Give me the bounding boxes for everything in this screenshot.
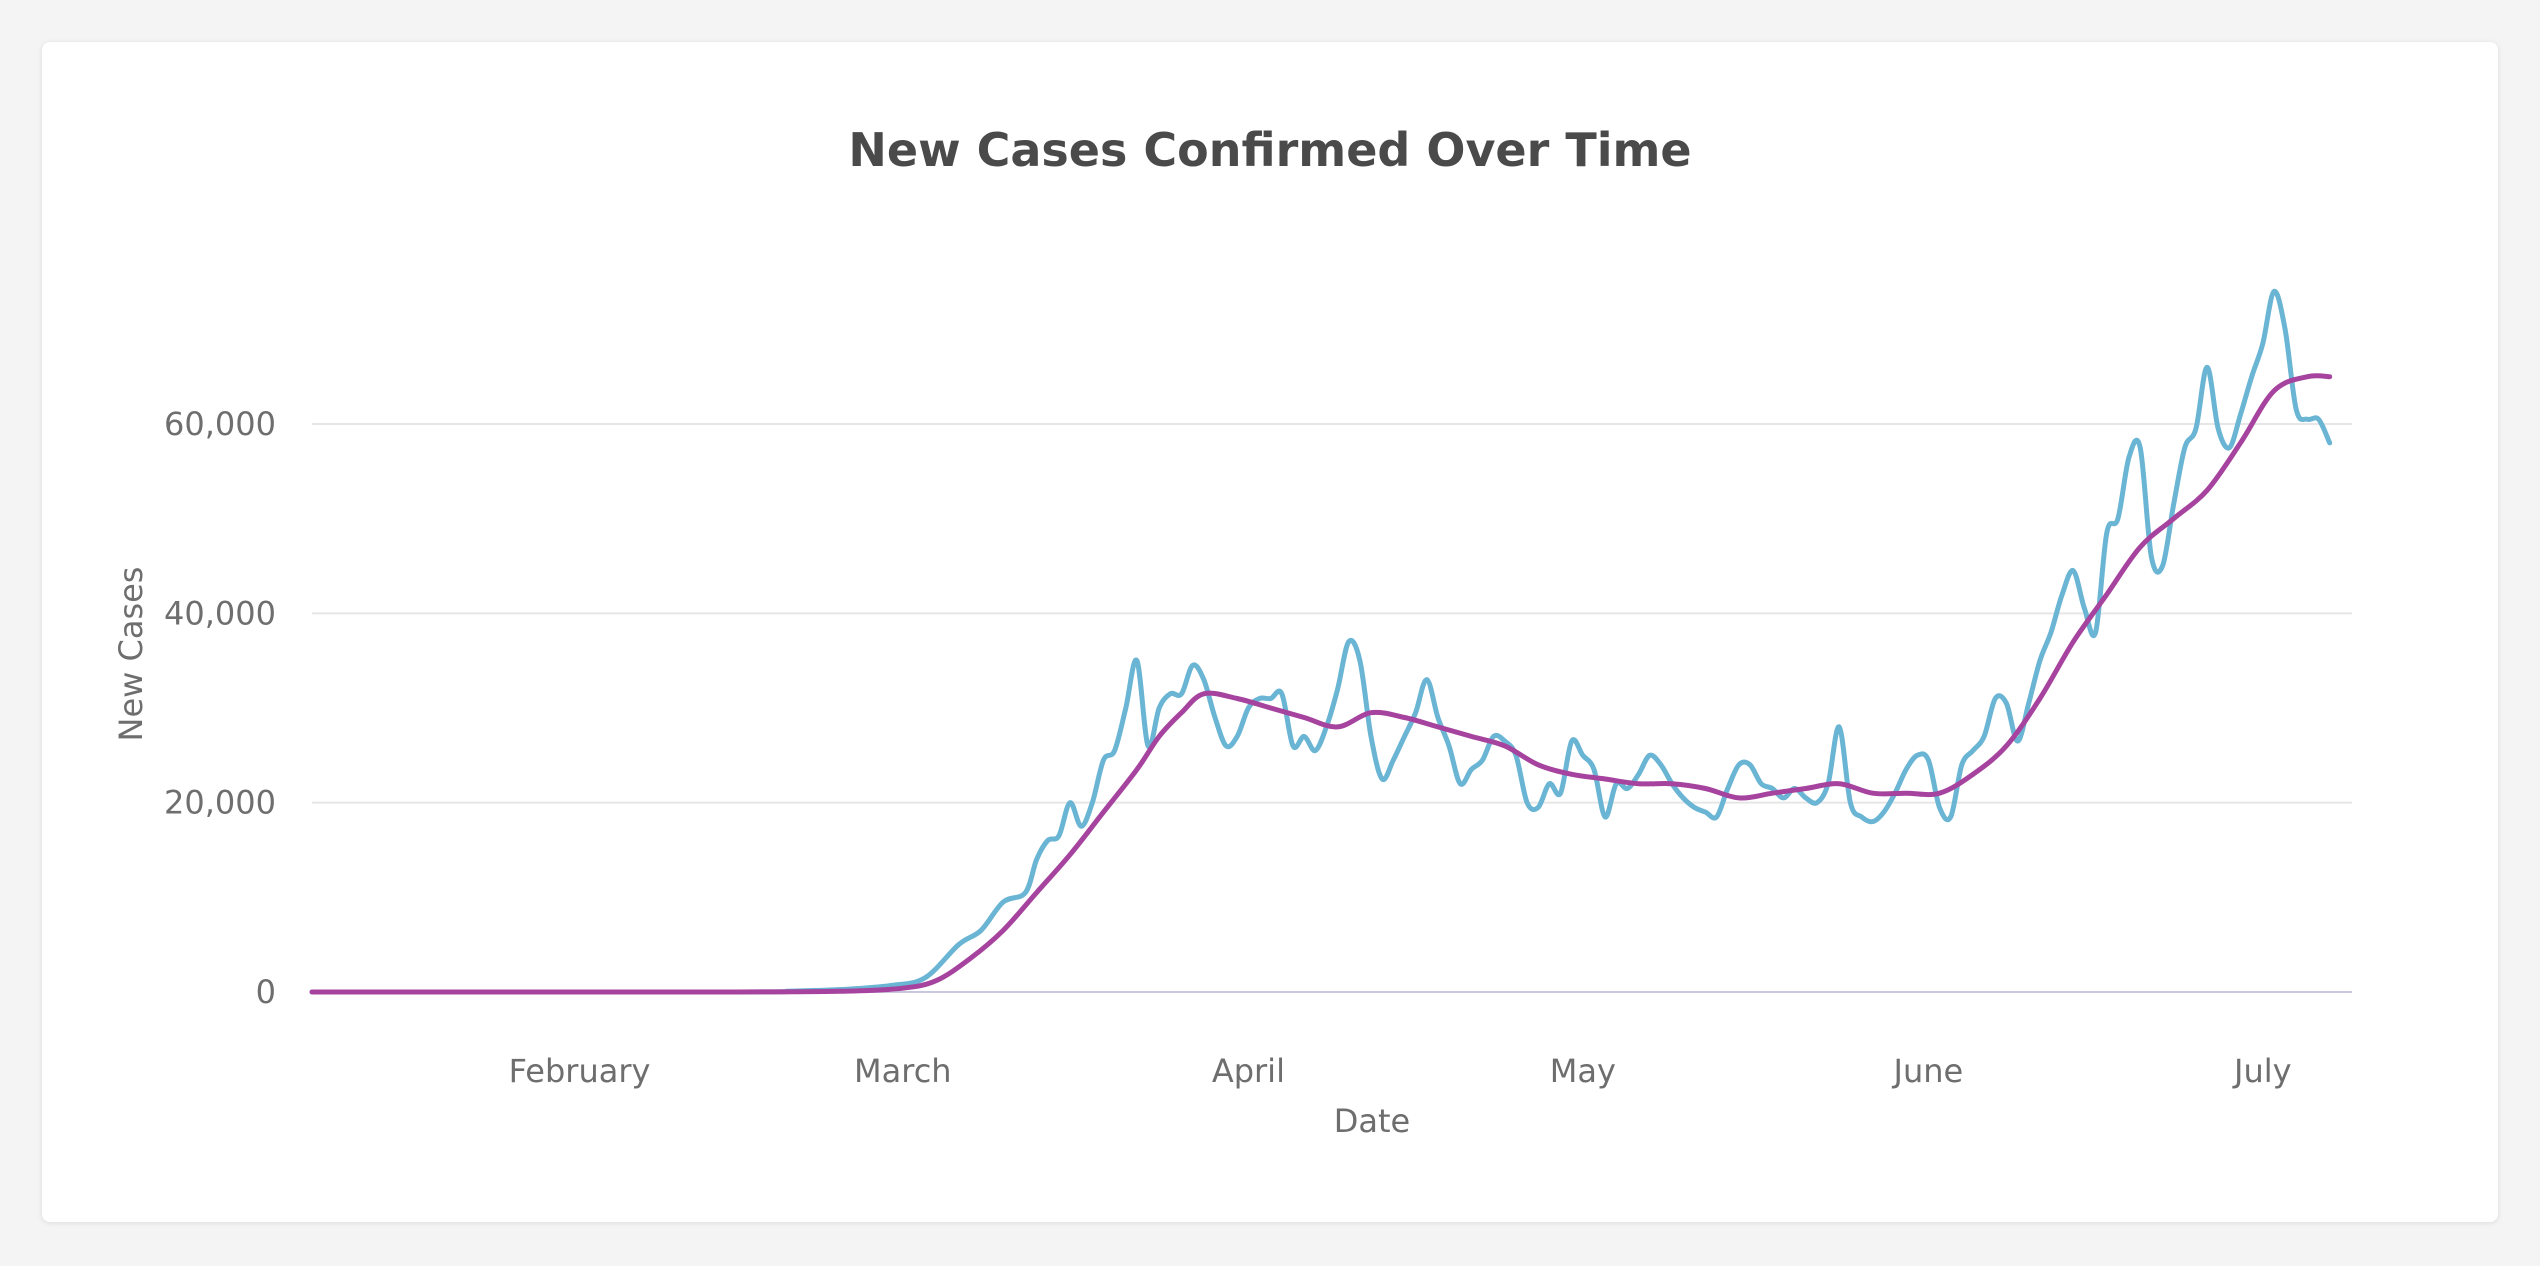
line-chart: New Cases Confirmed Over Time 0 20,000 40,… — [112, 123, 2352, 1140]
x-tick-label: April — [1212, 1052, 1285, 1090]
y-axis-tick-labels: 0 20,000 40,000 60,000 — [164, 405, 276, 1011]
x-axis-tick-labels: February March April May June July — [509, 1052, 2292, 1090]
series-line-daily — [309, 288, 2333, 995]
x-tick-label: March — [854, 1052, 952, 1090]
series-line-average — [309, 373, 2333, 995]
y-axis-title: New Cases — [112, 567, 150, 742]
chart-card: New Cases Confirmed Over Time 0 20,000 40,… — [42, 42, 2498, 1222]
y-tick-label: 60,000 — [164, 405, 276, 443]
x-tick-label: June — [1892, 1052, 1964, 1090]
chart-title: New Cases Confirmed Over Time — [848, 123, 1691, 177]
x-tick-label: May — [1550, 1052, 1616, 1090]
series-lines — [309, 288, 2333, 995]
x-axis-title: Date — [1334, 1102, 1410, 1140]
x-tick-label: July — [2232, 1052, 2292, 1090]
y-tick-label: 20,000 — [164, 784, 276, 822]
grid-lines — [312, 423, 2352, 804]
x-tick-label: February — [509, 1052, 651, 1090]
y-tick-label: 0 — [256, 973, 276, 1011]
y-tick-label: 40,000 — [164, 594, 276, 632]
